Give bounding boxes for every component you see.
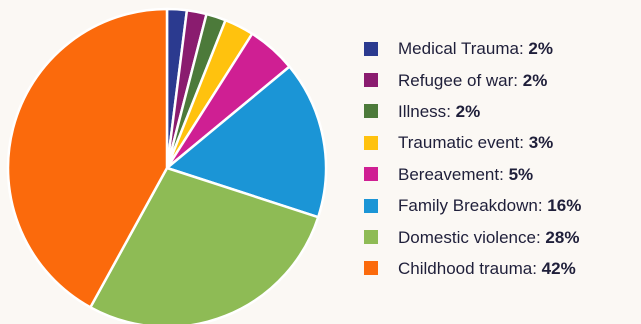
legend-text: Medical Trauma: 2%	[398, 40, 553, 57]
legend-swatch	[364, 230, 378, 245]
legend-separator: :	[535, 227, 546, 247]
legend-text: Traumatic event: 3%	[398, 134, 553, 151]
pie-plot-area	[6, 7, 328, 324]
legend-value: 28%	[545, 227, 580, 247]
legend-separator: :	[519, 133, 529, 153]
legend-separator: :	[537, 196, 548, 216]
legend-text: Bereavement: 5%	[398, 166, 533, 183]
legend-label: Traumatic event	[398, 133, 520, 153]
legend-item-illness: Illness: 2%	[364, 96, 639, 127]
pie-slices	[6, 7, 328, 324]
pie-slice-family-breakdown	[165, 65, 328, 219]
legend-label: Childhood trauma	[398, 258, 533, 278]
legend-swatch	[364, 167, 378, 182]
legend-swatch	[364, 73, 378, 88]
legend-separator: :	[499, 164, 509, 184]
legend-value: 3%	[528, 133, 554, 153]
legend-swatch	[364, 261, 378, 276]
legend-item-domestic-violence: Domestic violence: 28%	[364, 221, 639, 252]
legend-item-refugee-of-war: Refugee of war: 2%	[364, 64, 639, 95]
legend-separator: :	[513, 70, 523, 90]
legend-value: 16%	[547, 196, 582, 216]
legend-value: 5%	[508, 164, 534, 184]
legend-label: Illness	[398, 101, 447, 121]
legend-value: 2%	[528, 39, 553, 59]
legend-swatch	[364, 135, 378, 150]
legend-item-childhood-trauma: Childhood trauma: 42%	[364, 253, 639, 284]
legend-text: Illness: 2%	[398, 103, 480, 120]
legend-text: Refugee of war: 2%	[398, 72, 547, 89]
legend-label: Domestic violence	[398, 227, 536, 247]
legend-value: 42%	[541, 258, 576, 278]
legend-label: Family Breakdown	[398, 196, 538, 216]
legend-text: Family Breakdown: 16%	[398, 197, 581, 214]
pie-slice-childhood-trauma	[6, 7, 169, 309]
legend-swatch	[364, 198, 378, 213]
legend-swatch	[364, 104, 378, 119]
legend-separator: :	[532, 258, 542, 278]
legend-value: 2%	[455, 101, 481, 121]
legend-item-medical-trauma: Medical Trauma: 2%	[364, 33, 639, 64]
legend-item-family-breakdown: Family Breakdown: 16%	[364, 190, 639, 221]
legend-item-bereavement: Bereavement: 5%	[364, 159, 639, 190]
legend-label: Bereavement	[398, 164, 500, 184]
legend-value: 2%	[522, 70, 548, 90]
legend-label: Refugee of war	[398, 70, 514, 90]
legend-text: Domestic violence: 28%	[398, 229, 579, 246]
pie-slice-domestic-violence	[89, 166, 320, 324]
legend-text: Childhood trauma: 42%	[398, 260, 576, 277]
legend-item-traumatic-event: Traumatic event: 3%	[364, 127, 639, 158]
legend-swatch	[364, 41, 378, 56]
legend-label: Medical Trauma	[398, 39, 519, 59]
legend-separator: :	[446, 101, 456, 121]
legend: Medical Trauma: 2% Refugee of war: 2% Illn…	[364, 33, 639, 284]
legend-separator: :	[518, 39, 529, 59]
